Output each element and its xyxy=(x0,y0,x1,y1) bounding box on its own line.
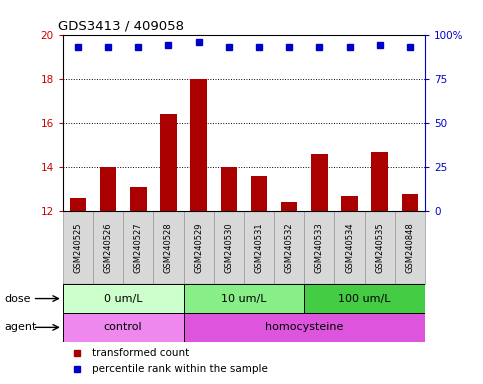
Bar xyxy=(371,152,388,211)
Text: homocysteine: homocysteine xyxy=(265,322,343,333)
Bar xyxy=(251,176,267,211)
Bar xyxy=(311,154,327,211)
Text: GSM240529: GSM240529 xyxy=(194,222,203,273)
Bar xyxy=(100,167,116,211)
Bar xyxy=(70,198,86,211)
Bar xyxy=(63,211,93,284)
Bar xyxy=(123,211,154,284)
Text: GDS3413 / 409058: GDS3413 / 409058 xyxy=(58,20,184,33)
Text: dose: dose xyxy=(5,293,31,304)
Bar xyxy=(63,284,184,313)
Bar xyxy=(402,194,418,211)
Bar xyxy=(304,284,425,313)
Bar xyxy=(130,187,146,211)
Bar xyxy=(221,167,237,211)
Bar xyxy=(184,284,304,313)
Bar xyxy=(304,211,334,284)
Bar xyxy=(341,196,358,211)
Text: transformed count: transformed count xyxy=(92,348,189,358)
Text: GSM240533: GSM240533 xyxy=(315,222,324,273)
Text: GSM240532: GSM240532 xyxy=(284,222,294,273)
Text: 0 um/L: 0 um/L xyxy=(104,293,142,304)
Text: agent: agent xyxy=(5,322,37,333)
Bar xyxy=(274,211,304,284)
Bar xyxy=(281,202,298,211)
Text: GSM240530: GSM240530 xyxy=(224,222,233,273)
Bar xyxy=(184,211,213,284)
Bar xyxy=(154,211,184,284)
Text: GSM240848: GSM240848 xyxy=(405,222,414,273)
Bar xyxy=(244,211,274,284)
Bar xyxy=(93,211,123,284)
Bar xyxy=(395,211,425,284)
Text: GSM240531: GSM240531 xyxy=(255,222,264,273)
Text: GSM240535: GSM240535 xyxy=(375,222,384,273)
Bar xyxy=(365,211,395,284)
Bar xyxy=(190,79,207,211)
Text: control: control xyxy=(104,322,142,333)
Text: GSM240527: GSM240527 xyxy=(134,222,143,273)
Bar xyxy=(160,114,177,211)
Bar xyxy=(184,313,425,342)
Text: GSM240526: GSM240526 xyxy=(103,222,113,273)
Bar xyxy=(213,211,244,284)
Bar xyxy=(63,313,184,342)
Text: GSM240528: GSM240528 xyxy=(164,222,173,273)
Bar xyxy=(334,211,365,284)
Text: GSM240525: GSM240525 xyxy=(73,222,83,273)
Text: 10 um/L: 10 um/L xyxy=(221,293,267,304)
Text: 100 um/L: 100 um/L xyxy=(339,293,391,304)
Text: GSM240534: GSM240534 xyxy=(345,222,354,273)
Text: percentile rank within the sample: percentile rank within the sample xyxy=(92,364,268,374)
